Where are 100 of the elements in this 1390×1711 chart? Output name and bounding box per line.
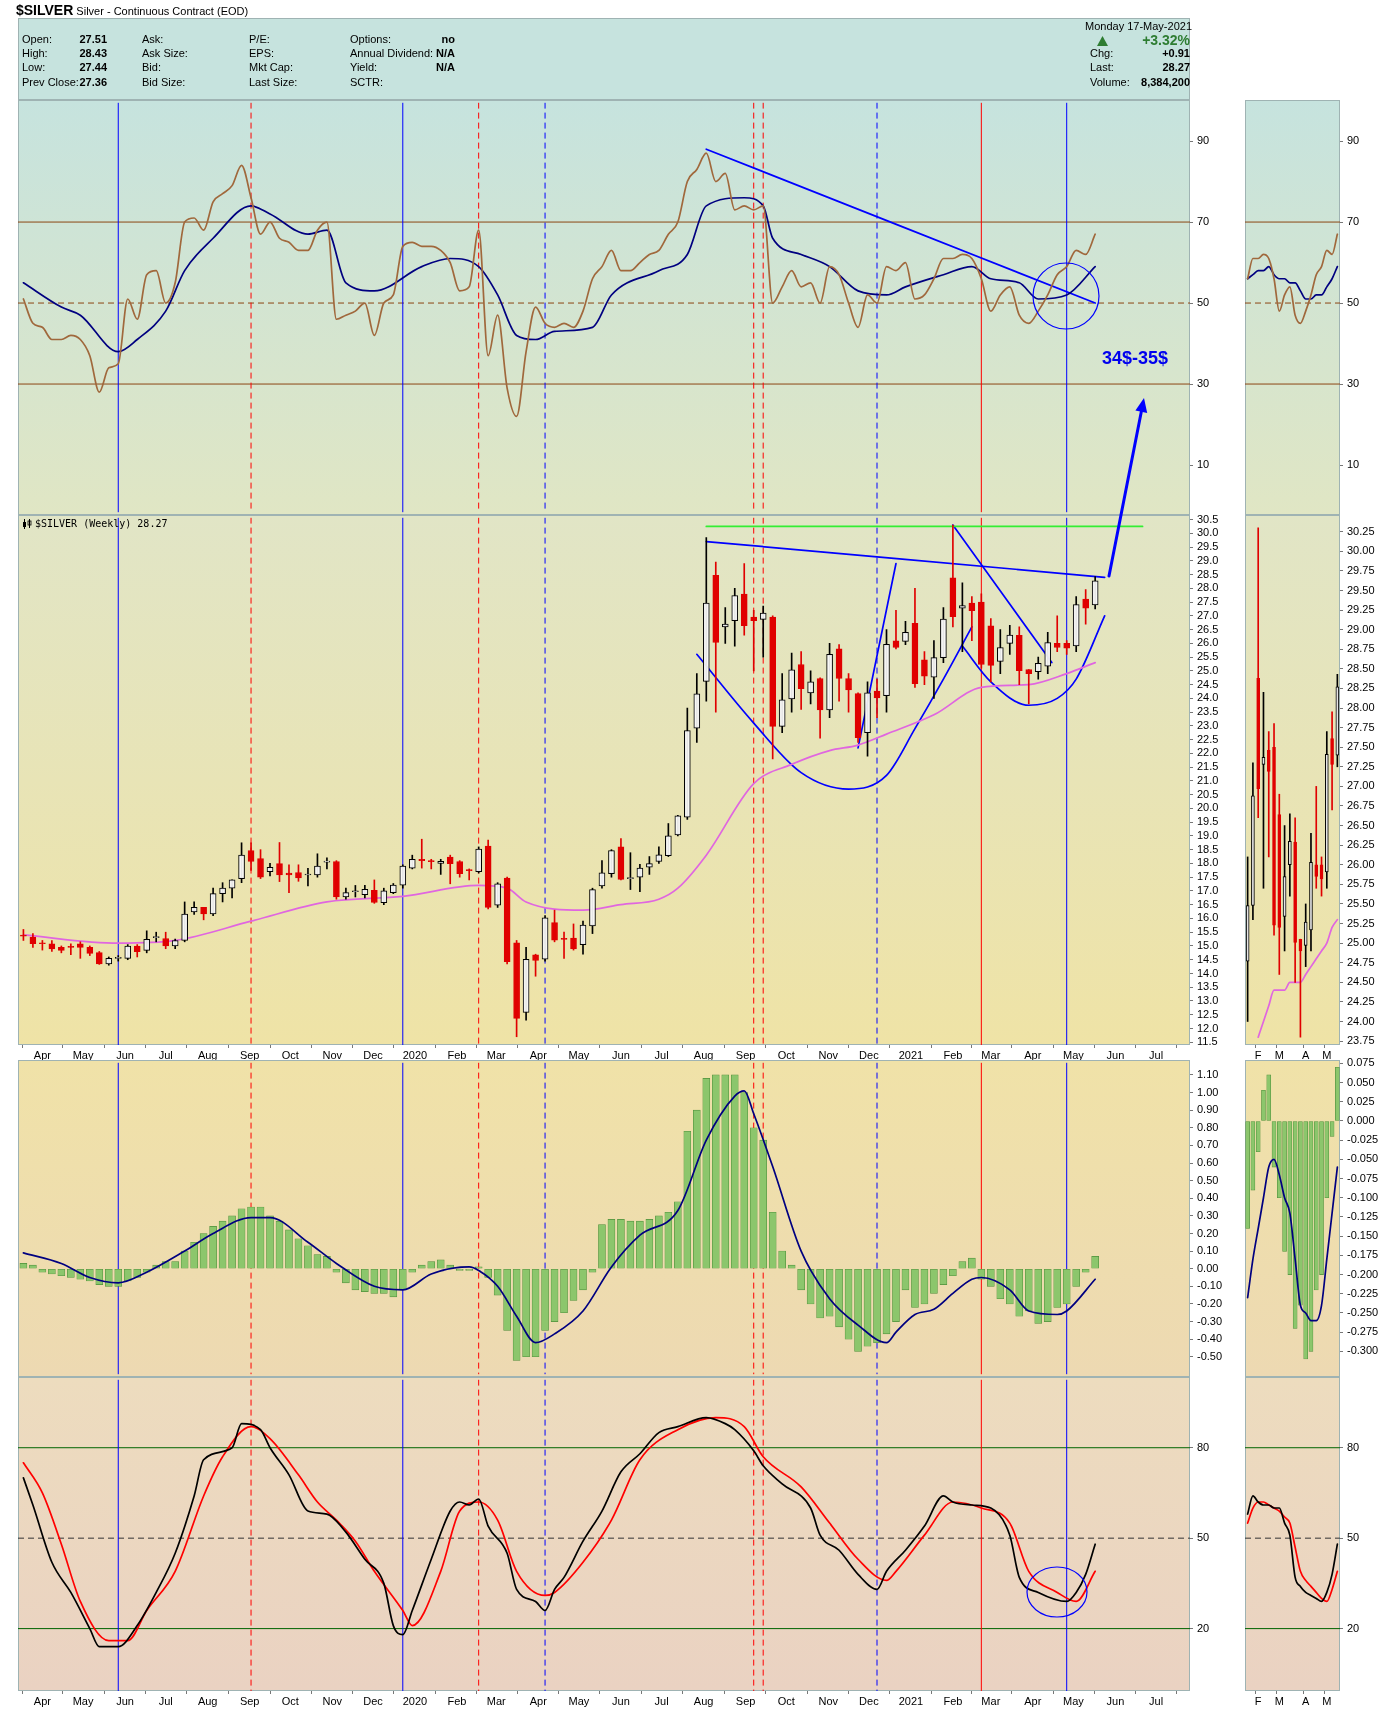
- y-tick-label: -0.200: [1347, 1267, 1379, 1280]
- y-tick-label: -0.150: [1347, 1229, 1379, 1242]
- x-tick-label: Aug: [693, 1694, 714, 1707]
- y-tick-label: 26.50: [1347, 818, 1375, 831]
- y-tick-label: 10: [1197, 458, 1210, 471]
- y-tick-label: -0.025: [1347, 1133, 1379, 1146]
- y-tick-label: 80: [1347, 1440, 1360, 1453]
- y-tick-label: -0.275: [1347, 1325, 1379, 1338]
- y-tick-label: 24.0: [1197, 691, 1219, 704]
- x-tick-label: Oct: [281, 1048, 299, 1061]
- y-tick-label: 26.75: [1347, 799, 1375, 812]
- y-tick-label: 23.5: [1197, 705, 1219, 718]
- y-tick-label: 28.25: [1347, 681, 1375, 694]
- y-tick-label: 0.90: [1197, 1103, 1219, 1116]
- y-tick-label: 19.5: [1197, 815, 1219, 828]
- y-tick-label: 15.5: [1197, 925, 1219, 938]
- x-tick-label: Apr: [1024, 1048, 1042, 1061]
- y-tick-label: 18.5: [1197, 842, 1219, 855]
- y-tick-label: 30.00: [1347, 544, 1375, 557]
- text: 28.27: [1162, 61, 1190, 74]
- y-tick-label: 10: [1347, 458, 1360, 471]
- text: Last Size:: [249, 76, 298, 89]
- x-tick-label: M: [1274, 1048, 1284, 1061]
- x-tick-label: Dec: [363, 1048, 384, 1061]
- y-tick-label: 25.5: [1197, 650, 1219, 663]
- text: N/A: [436, 61, 455, 74]
- y-tick-label: 24.25: [1347, 994, 1375, 1007]
- y-tick-label: 0.50: [1197, 1173, 1219, 1186]
- x-tick-label: Feb: [447, 1694, 467, 1707]
- x-tick-label: Apr: [529, 1694, 548, 1707]
- x-tick-label: Mar: [981, 1694, 1001, 1707]
- y-tick-label: -0.30: [1197, 1314, 1223, 1327]
- x-tick-label: Oct: [777, 1694, 795, 1707]
- y-tick-label: 25.0: [1197, 663, 1219, 676]
- text: Ask Size:: [142, 47, 188, 60]
- y-tick-label: 20: [1347, 1621, 1360, 1634]
- y-tick-label: 24.75: [1347, 955, 1375, 968]
- x-tick-label: F: [1254, 1694, 1262, 1707]
- y-tick-label: -0.20: [1197, 1296, 1223, 1309]
- y-tick-label: -0.175: [1347, 1248, 1379, 1261]
- y-tick-label: 19.0: [1197, 828, 1219, 841]
- x-tick-label: 2020: [402, 1694, 428, 1707]
- y-tick-label: 23.0: [1197, 718, 1219, 731]
- text: P/E:: [249, 33, 270, 46]
- y-tick-label: 28.50: [1347, 661, 1375, 674]
- y-tick-label: 14.5: [1197, 952, 1219, 965]
- y-tick-label: 24.00: [1347, 1014, 1375, 1027]
- y-tick-label: 29.5: [1197, 540, 1219, 553]
- y-tick-label: 23.75: [1347, 1034, 1375, 1047]
- y-tick-label: 70: [1197, 215, 1210, 228]
- text: 27.36: [79, 76, 107, 89]
- y-tick-label: 0.075: [1347, 1056, 1375, 1069]
- x-tick-label: 2020: [402, 1048, 428, 1061]
- text: Low:: [22, 61, 46, 74]
- y-tick-label: 28.75: [1347, 642, 1375, 655]
- x-tick-label: Jun: [612, 1694, 630, 1707]
- y-tick-label: 28.0: [1197, 581, 1219, 594]
- y-tick-label: 15.0: [1197, 938, 1219, 951]
- text: Mkt Cap:: [249, 61, 294, 74]
- y-tick-label: 0.30: [1197, 1208, 1219, 1221]
- y-tick-label: 90: [1347, 134, 1360, 147]
- text: $SILVER Silver - Continuous Contract (EOD): [16, 2, 249, 18]
- x-tick-label: Nov: [322, 1048, 343, 1061]
- y-tick-label: -0.225: [1347, 1286, 1379, 1299]
- text: Yield:: [350, 61, 378, 74]
- y-tick-label: 24.50: [1347, 975, 1375, 988]
- y-tick-label: 12.5: [1197, 1007, 1219, 1020]
- y-tick-label: 25.25: [1347, 916, 1375, 929]
- x-tick-label: Nov: [818, 1048, 839, 1061]
- y-tick-label: -0.40: [1197, 1332, 1223, 1345]
- x-tick-label: Nov: [322, 1694, 343, 1707]
- y-tick-label: 14.0: [1197, 966, 1219, 979]
- y-tick-label: 20.5: [1197, 787, 1219, 800]
- text: +0.91: [1162, 47, 1190, 60]
- x-tick-label: Oct: [281, 1694, 299, 1707]
- text: High:: [22, 47, 48, 60]
- y-tick-label: -0.075: [1347, 1171, 1379, 1184]
- y-tick-label: 17.0: [1197, 883, 1219, 896]
- x-tick-label: Apr: [1024, 1694, 1042, 1707]
- x-tick-label: Sep: [735, 1694, 756, 1707]
- y-tick-label: 17.5: [1197, 870, 1219, 883]
- text: Monday 17-May-2021: [1085, 20, 1193, 33]
- y-tick-label: 27.75: [1347, 720, 1375, 733]
- x-tick-label: Sep: [735, 1048, 756, 1061]
- x-tick-label: Mar: [486, 1048, 507, 1061]
- y-tick-label: 30.25: [1347, 524, 1375, 537]
- y-tick-label: 25.50: [1347, 896, 1375, 909]
- x-tick-label: May: [568, 1694, 590, 1707]
- x-tick-label: May: [1063, 1694, 1085, 1707]
- x-tick-label: Oct: [777, 1048, 795, 1061]
- y-tick-label: 27.5: [1197, 595, 1219, 608]
- y-tick-label: 0.025: [1347, 1094, 1375, 1107]
- x-tick-label: A: [1302, 1048, 1311, 1061]
- text: Annual Dividend:: [350, 47, 434, 60]
- y-tick-label: 27.50: [1347, 740, 1375, 753]
- x-tick-label: May: [72, 1694, 94, 1707]
- y-tick-label: 0.050: [1347, 1075, 1375, 1088]
- text: SCTR:: [350, 76, 383, 89]
- x-tick-label: M: [1322, 1048, 1332, 1061]
- text: N/A: [436, 47, 455, 60]
